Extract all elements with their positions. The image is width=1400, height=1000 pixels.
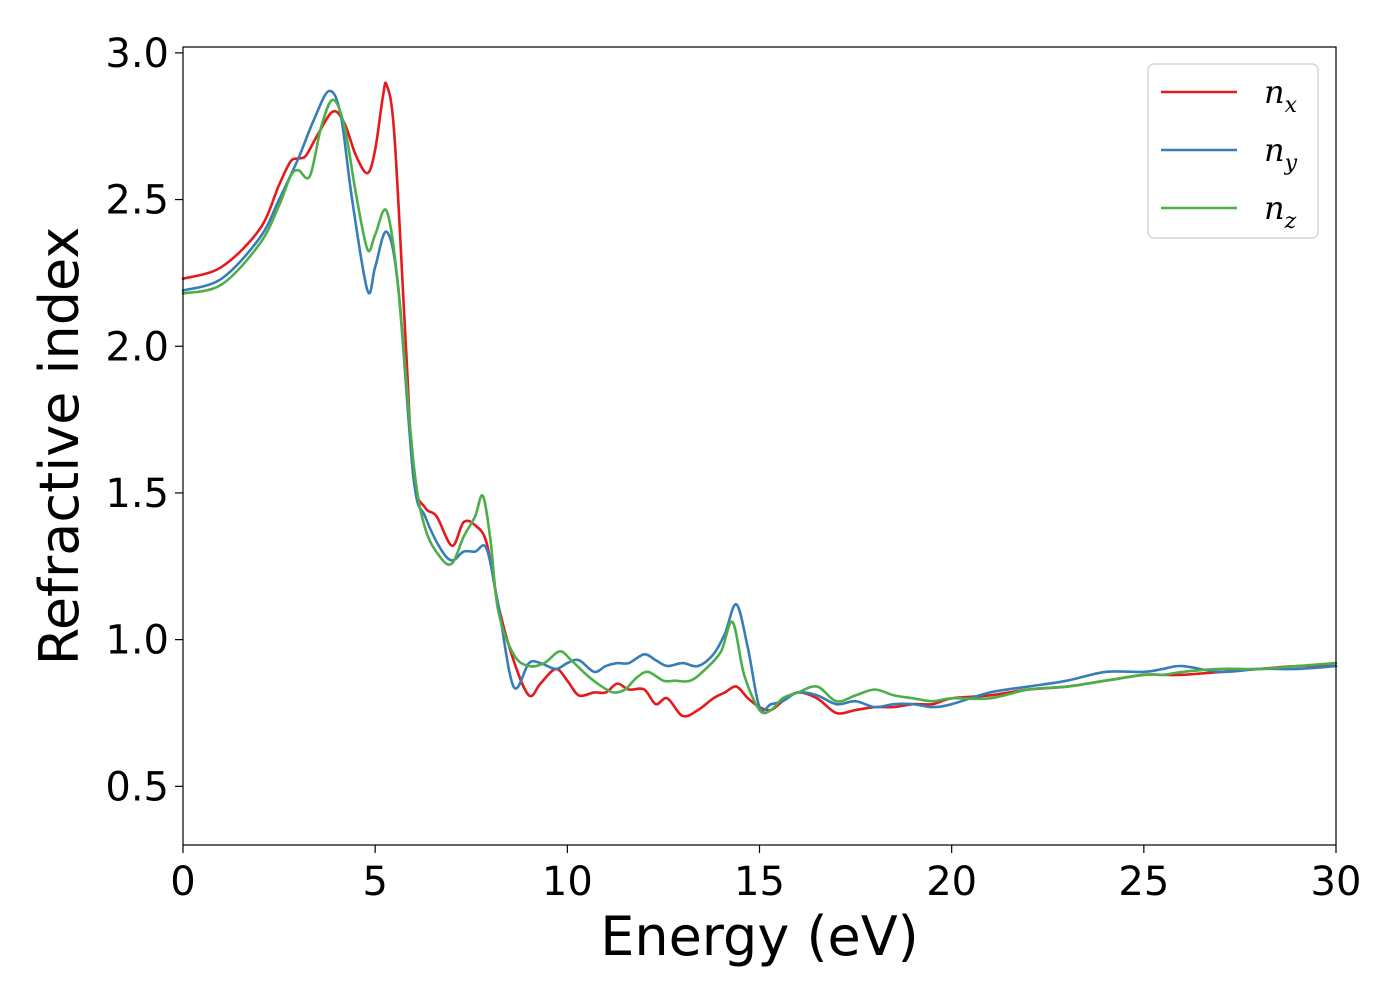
x-tick-label: 15 (734, 859, 785, 905)
series-line-nz (181, 98, 1338, 715)
x-tick-label: 20 (926, 859, 977, 905)
x-tick-label: 10 (542, 859, 593, 905)
y-tick-label: 0.5 (105, 764, 169, 810)
legend-label-subscript: x (1285, 93, 1298, 118)
x-tick-label: 30 (1311, 859, 1362, 905)
legend-label-ny: ny (1264, 131, 1298, 176)
legend-label-base: n (1264, 189, 1285, 227)
x-tick-label: 25 (1118, 859, 1169, 905)
series-layer (181, 81, 1338, 718)
y-axis-label: Refractive index (28, 227, 91, 666)
y-tick-label: 3.0 (105, 31, 169, 77)
x-axis-label: Energy (eV) (600, 905, 919, 968)
x-axis-ticks: 0 5 10 15 20 25 30 (170, 845, 1361, 905)
y-axis-ticks: 0.5 1.0 1.5 2.0 2.5 3.0 (105, 31, 183, 810)
legend-label-nx: nx (1264, 73, 1298, 118)
legend-label-subscript: z (1284, 209, 1297, 234)
y-tick-label: 1.5 (105, 471, 169, 517)
legend-label-nz: nz (1264, 189, 1297, 234)
y-tick-label: 2.5 (105, 178, 169, 224)
legend-label-base: n (1264, 73, 1285, 111)
x-tick-label: 0 (170, 859, 195, 905)
legend-label-base: n (1264, 131, 1285, 169)
y-tick-label: 1.0 (105, 618, 169, 664)
legend-label-subscript: y (1284, 151, 1298, 176)
x-tick-label: 5 (362, 859, 387, 905)
y-tick-label: 2.0 (105, 324, 169, 370)
